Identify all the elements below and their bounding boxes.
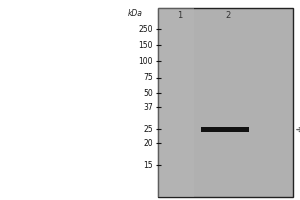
Text: 250: 250 <box>139 24 153 33</box>
Bar <box>201 127 249 132</box>
Text: 75: 75 <box>143 73 153 82</box>
Bar <box>158 8 194 197</box>
Text: 50: 50 <box>143 88 153 98</box>
Text: 1: 1 <box>177 11 183 20</box>
Bar <box>158 8 292 197</box>
Text: 15: 15 <box>143 160 153 170</box>
Text: 20: 20 <box>143 138 153 148</box>
Text: kDa: kDa <box>128 9 142 18</box>
Text: 2: 2 <box>225 11 231 20</box>
Text: 37: 37 <box>143 102 153 112</box>
Text: 100: 100 <box>139 56 153 66</box>
Text: 25: 25 <box>143 124 153 134</box>
Text: 150: 150 <box>139 40 153 49</box>
